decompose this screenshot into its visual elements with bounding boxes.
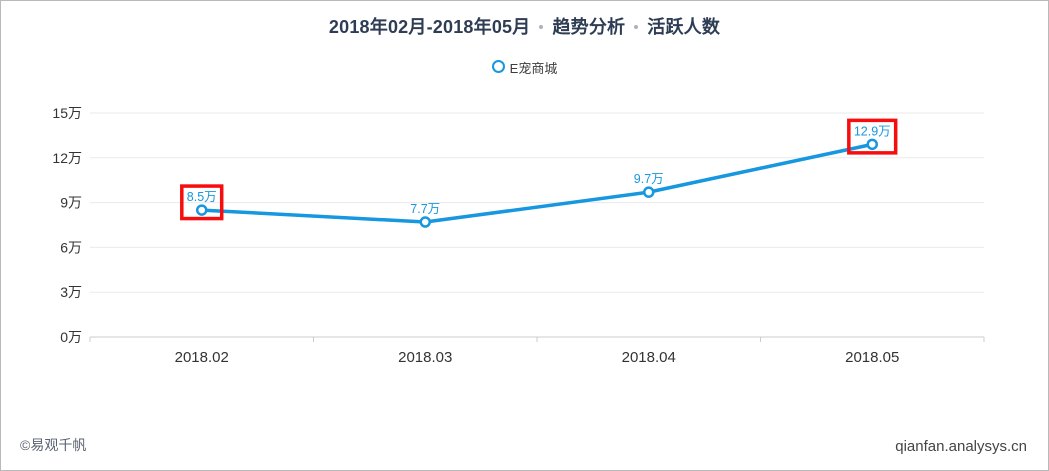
highlight-box bbox=[847, 118, 898, 155]
data-point-label: 12.9万 bbox=[854, 124, 891, 138]
legend-label: E宠商城 bbox=[509, 61, 558, 76]
watermark-url: qianfan.analysys.cn bbox=[895, 438, 1027, 455]
y-axis-label: 0万 bbox=[60, 329, 82, 345]
x-axis-label: 2018.05 bbox=[845, 349, 899, 366]
data-point-label: 9.7万 bbox=[634, 172, 664, 186]
title-metric: 活跃人数 bbox=[647, 17, 721, 37]
y-axis-label: 3万 bbox=[60, 284, 82, 300]
legend-circle-icon bbox=[491, 60, 505, 73]
title-date-range: 2018年02月-2018年05月 bbox=[328, 17, 531, 37]
y-axis-label: 12万 bbox=[52, 150, 82, 166]
chart-title: 2018年02月-2018年05月 趋势分析 活跃人数 bbox=[1, 13, 1048, 39]
y-axis-label: 9万 bbox=[60, 195, 82, 211]
y-axis-label: 15万 bbox=[52, 105, 82, 121]
data-point-label: 8.5万 bbox=[187, 190, 217, 204]
legend[interactable]: E宠商城 bbox=[1, 58, 1048, 77]
data-point-marker[interactable] bbox=[419, 216, 431, 228]
data-point-marker[interactable] bbox=[866, 138, 878, 151]
dot-separator-icon bbox=[634, 24, 639, 29]
title-analysis-type: 趋势分析 bbox=[552, 17, 626, 37]
x-axis-label: 2018.03 bbox=[398, 349, 452, 366]
data-point-marker[interactable] bbox=[196, 204, 208, 216]
highlight-box bbox=[180, 184, 224, 221]
dot-separator-icon bbox=[539, 24, 544, 29]
x-axis-label: 2018.02 bbox=[175, 349, 229, 366]
watermark-copyright: ©易观千帆 bbox=[20, 437, 87, 453]
x-axis-label: 2018.04 bbox=[622, 349, 676, 366]
y-axis-label: 6万 bbox=[60, 239, 82, 255]
data-point-label: 7.7万 bbox=[410, 202, 440, 216]
data-point-marker[interactable] bbox=[643, 186, 655, 198]
trend-line-chart: 0万 3万 6万 9万 12万 15万 2018.02 2018.03 2018.04 2018.… bbox=[52, 105, 985, 366]
trend-line bbox=[200, 142, 874, 224]
